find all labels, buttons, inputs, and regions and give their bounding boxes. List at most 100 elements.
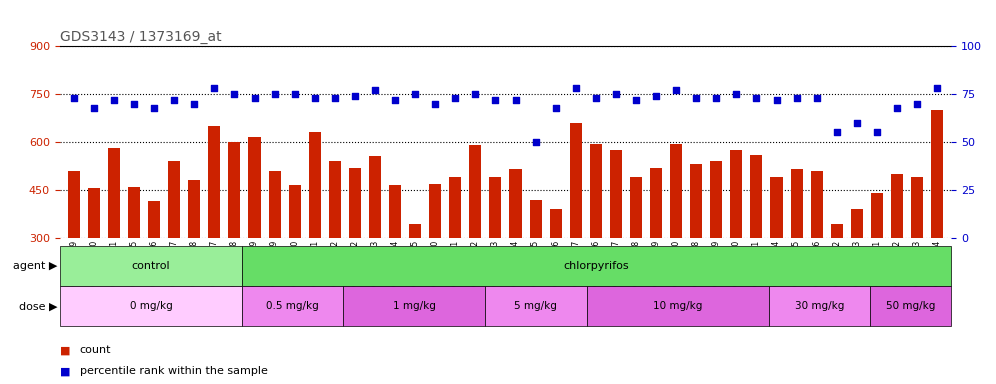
Bar [108,149,120,334]
Bar [811,171,823,334]
Point [387,97,403,103]
Point [327,95,343,101]
Bar [510,169,522,334]
Point [568,85,584,91]
Point [487,97,503,103]
Bar [168,161,180,334]
Text: 0.5 mg/kg: 0.5 mg/kg [266,301,319,311]
Bar [489,177,501,334]
Bar [771,177,783,334]
Bar [550,209,562,334]
Point [929,85,945,91]
Bar [344,286,485,326]
Bar [242,246,951,286]
Bar [831,223,843,334]
Point [648,93,664,99]
Bar [769,286,871,326]
Bar [148,201,160,334]
Bar [369,157,381,334]
Point [467,91,483,97]
Bar [871,193,882,334]
Point [206,85,222,91]
Point [307,95,323,101]
Bar [389,185,401,334]
Point [909,101,925,107]
Point [789,95,805,101]
Point [528,139,544,145]
Point [367,87,382,93]
Bar [590,144,602,334]
Bar [530,200,542,334]
Bar [629,177,642,334]
Point [166,97,182,103]
Bar [891,174,903,334]
Text: percentile rank within the sample: percentile rank within the sample [80,366,268,376]
Bar [931,110,943,334]
Point [889,104,905,111]
Point [708,95,724,101]
Bar [670,144,682,334]
Bar [208,126,220,334]
Text: agent ▶: agent ▶ [13,261,58,271]
Bar [791,169,803,334]
Point [849,120,865,126]
Point [769,97,785,103]
Point [86,104,102,111]
Point [588,95,604,101]
Point [287,91,303,97]
Bar [128,187,140,334]
Bar [188,180,200,334]
Bar [871,286,951,326]
Bar [242,286,344,326]
Bar [309,132,321,334]
Point [748,95,764,101]
Text: control: control [131,261,170,271]
Text: 0 mg/kg: 0 mg/kg [129,301,172,311]
Text: 5 mg/kg: 5 mg/kg [514,301,558,311]
Point [247,95,263,101]
Bar [911,177,923,334]
Text: GDS3143 / 1373169_at: GDS3143 / 1373169_at [60,30,221,44]
Text: 50 mg/kg: 50 mg/kg [886,301,935,311]
Bar [289,185,301,334]
Point [146,104,162,111]
Bar [68,171,80,334]
Bar [248,137,261,334]
Bar [851,209,863,334]
Point [608,91,623,97]
Text: count: count [80,345,112,355]
Point [548,104,564,111]
Bar [587,286,769,326]
Bar [690,164,702,334]
Bar [469,145,481,334]
Point [829,129,845,136]
Point [267,91,283,97]
Bar [88,189,100,334]
Bar [710,161,722,334]
Bar [750,155,763,334]
Text: 1 mg/kg: 1 mg/kg [392,301,435,311]
Text: 30 mg/kg: 30 mg/kg [795,301,845,311]
Bar [60,286,242,326]
Point [809,95,825,101]
Bar [650,168,662,334]
Point [226,91,242,97]
Bar [449,177,461,334]
Bar [349,168,361,334]
Point [668,87,684,93]
Text: dose ▶: dose ▶ [19,301,58,311]
Bar [269,171,281,334]
Bar [485,286,587,326]
Text: chlorpyrifos: chlorpyrifos [564,261,629,271]
Bar [730,150,742,334]
Point [869,129,884,136]
Bar [570,123,582,334]
Text: ■: ■ [60,366,71,376]
Point [508,97,524,103]
Point [688,95,704,101]
Point [186,101,202,107]
Bar [610,150,622,334]
Point [628,97,644,103]
Point [106,97,122,103]
Point [447,95,463,101]
